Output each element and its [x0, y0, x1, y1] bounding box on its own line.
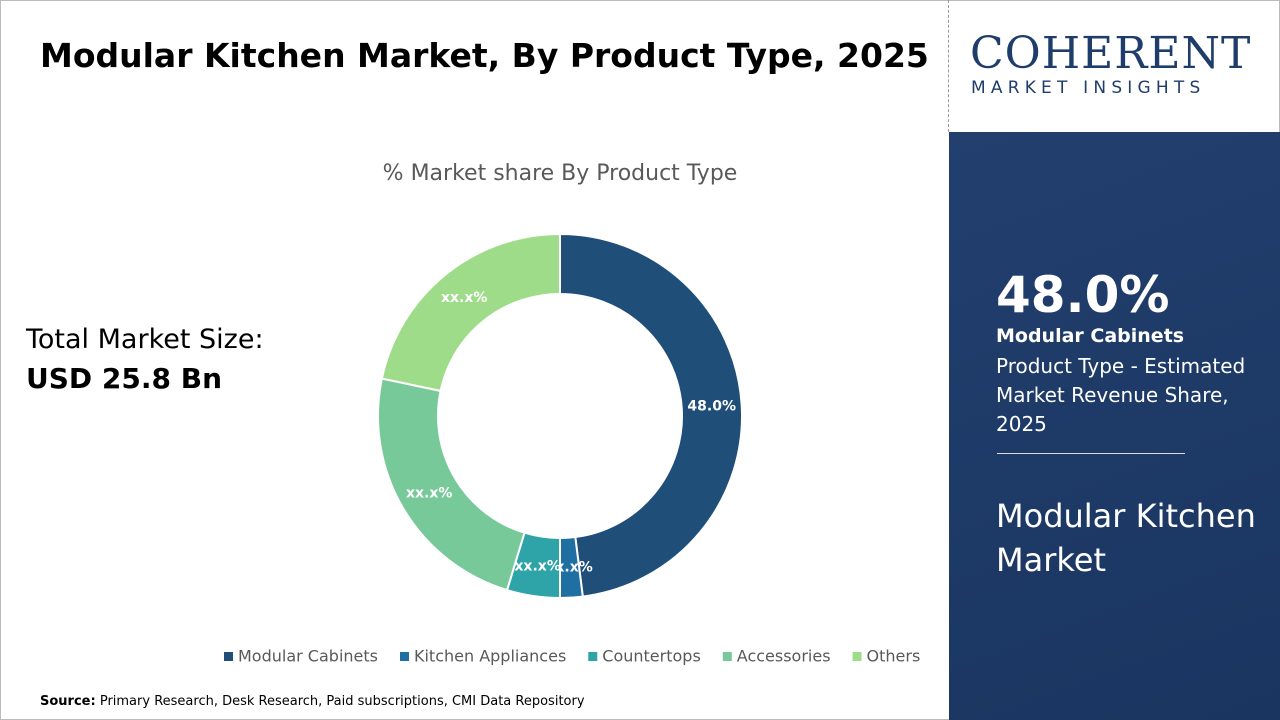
chart: % Market share By Product Type 48.0% xx.x…	[224, 161, 921, 666]
source-label: Source:	[40, 694, 96, 709]
sidebar-description: Product Type - Estimated Market Revenue …	[996, 354, 1246, 436]
value-label: xx.x%	[514, 558, 560, 574]
source: Source: Primary Research, Desk Research,…	[40, 694, 585, 709]
legend-label: Kitchen Appliances	[414, 647, 566, 666]
donut-slice	[377, 377, 526, 592]
sidebar-market: Modular Kitchen Market	[996, 497, 1256, 579]
divider	[948, 0, 949, 132]
market-size-value: USD 25.8 Bn	[26, 362, 222, 395]
legend-swatch	[588, 652, 598, 661]
legend-swatch	[722, 652, 732, 661]
legend-label: Others	[867, 647, 921, 666]
legend-label: Countertops	[602, 647, 701, 666]
legend-label: Accessories	[737, 647, 831, 666]
logo-tagline: MARKET INSIGHTS	[971, 78, 1206, 98]
donut-slice	[559, 232, 743, 598]
value-label: xx.x%	[406, 485, 452, 501]
value-label: xx.x%	[441, 290, 487, 306]
legend-label: Modular Cabinets	[238, 647, 378, 666]
page-title: Modular Kitchen Market, By Product Type,…	[40, 36, 929, 75]
sidebar-share: 48.0%	[996, 266, 1170, 324]
legend-swatch	[399, 652, 409, 661]
value-label: 48.0%	[687, 398, 736, 414]
donut-slice	[380, 232, 561, 393]
market-size-label: Total Market Size:	[26, 324, 264, 355]
legend-swatch	[224, 652, 233, 661]
source-text: Primary Research, Desk Research, Paid su…	[99, 694, 585, 709]
sidebar	[949, 132, 1280, 720]
legend-swatch	[852, 652, 862, 661]
sidebar-segment: Modular Cabinets	[996, 325, 1185, 347]
logo-name: COHERENT	[970, 28, 1252, 79]
chart-title: % Market share By Product Type	[383, 161, 738, 186]
sidebar-rule	[997, 453, 1185, 454]
